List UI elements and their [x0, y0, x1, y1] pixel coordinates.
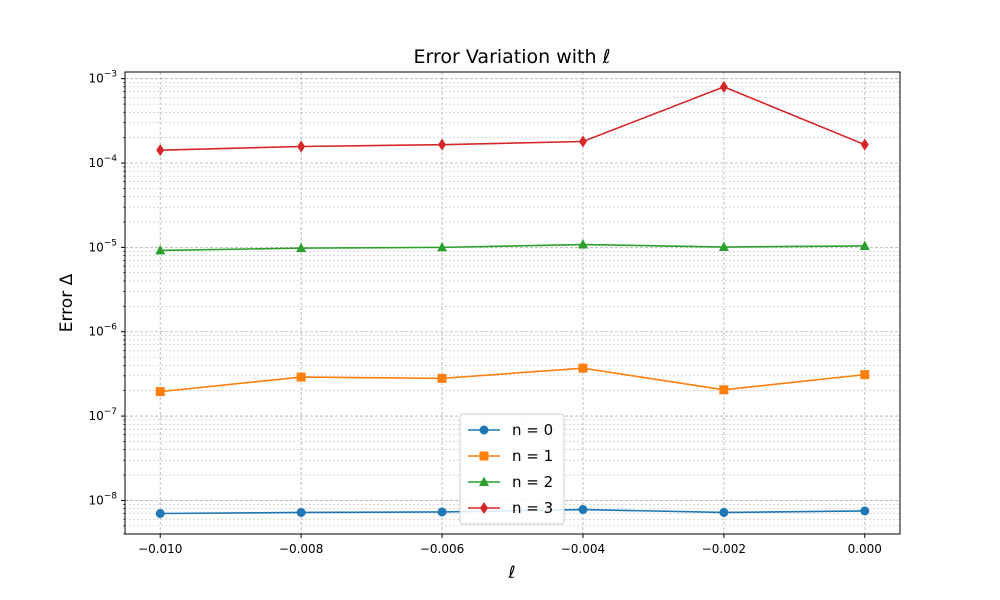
x-tick-label: −0.008	[279, 542, 323, 556]
circle-marker	[155, 508, 165, 518]
circle-marker	[296, 507, 306, 517]
legend-label: n = 1	[512, 447, 553, 465]
series-1	[155, 363, 870, 397]
y-tick-label: 10−6	[88, 323, 117, 339]
circle-marker	[719, 507, 729, 517]
diamond-marker	[578, 135, 587, 148]
y-tick-label: 10−5	[88, 238, 117, 254]
grid-layer	[125, 72, 900, 535]
diamond-marker	[719, 80, 728, 93]
y-tick-label: 10−7	[88, 407, 117, 423]
diamond-marker	[438, 138, 447, 151]
square-marker	[437, 373, 447, 383]
chart-title: Error Variation with ℓ	[414, 46, 611, 68]
series-line	[160, 85, 866, 151]
legend: n = 0 n = 1 n = 2 n = 3	[459, 413, 565, 525]
y-axis-label: Error Δ	[57, 273, 77, 332]
series-2	[155, 239, 870, 255]
diamond-marker	[860, 138, 869, 151]
series-line	[160, 243, 865, 252]
plot-frame	[124, 71, 901, 535]
legend-item: n = 1	[468, 447, 553, 465]
y-tick-label: 10−4	[88, 154, 117, 170]
circle-marker	[437, 507, 447, 517]
diamond-marker	[156, 144, 165, 157]
x-tick-label: −0.002	[702, 542, 746, 556]
y-tick-label: 10−3	[88, 70, 117, 86]
legend-item: n = 0	[468, 421, 553, 439]
legend-box	[459, 413, 565, 525]
circle-marker	[578, 505, 588, 515]
x-axis-label: ℓ	[507, 563, 515, 583]
legend-label: n = 0	[512, 421, 553, 439]
diamond-marker	[480, 502, 488, 514]
x-tick-label: −0.010	[138, 542, 182, 556]
legend-item: n = 2	[468, 473, 553, 491]
diamond-marker	[297, 140, 306, 153]
square-marker	[719, 385, 729, 395]
x-tick-label: 0.000	[848, 542, 882, 556]
triangle-marker	[479, 476, 489, 486]
x-tick-label: −0.004	[561, 542, 605, 556]
y-axis-ticks: 10−8 10−7 10−6 10−5 10−4 10−3	[88, 70, 125, 535]
triangle-marker	[155, 244, 166, 255]
x-axis-ticks: −0.010 −0.008 −0.006 −0.004 −0.002 0.000	[138, 534, 882, 556]
triangle-marker	[859, 240, 870, 250]
circle-marker	[860, 506, 870, 516]
legend-label: n = 3	[512, 499, 553, 517]
circle-marker	[479, 425, 489, 435]
triangle-marker	[577, 239, 588, 249]
square-marker	[296, 372, 306, 382]
triangle-marker	[718, 241, 729, 252]
series-3	[156, 80, 869, 157]
square-marker	[155, 387, 165, 397]
x-tick-label: −0.006	[420, 542, 464, 556]
series-line	[160, 367, 865, 393]
square-marker	[860, 370, 870, 380]
square-marker	[578, 363, 588, 373]
legend-item: n = 3	[468, 499, 553, 517]
y-tick-label: 10−8	[88, 491, 117, 507]
series-layer	[155, 80, 870, 518]
triangle-marker	[437, 241, 448, 252]
square-marker	[479, 451, 489, 461]
triangle-marker	[296, 242, 307, 253]
legend-label: n = 2	[512, 473, 553, 491]
